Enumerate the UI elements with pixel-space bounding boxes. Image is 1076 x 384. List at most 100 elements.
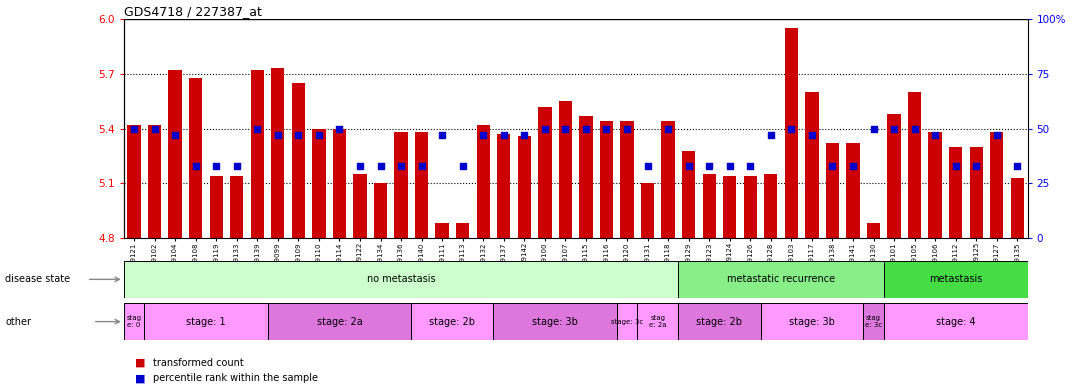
Bar — [456, 223, 469, 238]
Point — [556, 126, 574, 132]
Text: stage: 2a: stage: 2a — [316, 316, 363, 327]
Text: metastasis: metastasis — [929, 274, 982, 285]
Point — [310, 132, 327, 138]
Point — [475, 132, 492, 138]
Bar — [761, 303, 863, 340]
Bar — [251, 70, 264, 238]
Point — [269, 132, 286, 138]
Bar — [353, 174, 367, 238]
Bar — [888, 114, 901, 238]
Text: other: other — [5, 316, 31, 327]
Point — [434, 132, 451, 138]
Point — [413, 163, 430, 169]
Bar — [847, 143, 860, 238]
Text: disease state: disease state — [5, 274, 71, 285]
Bar — [682, 151, 695, 238]
Bar — [863, 303, 883, 340]
Bar — [621, 121, 634, 238]
Point — [578, 126, 595, 132]
Point — [352, 163, 369, 169]
Bar — [169, 70, 182, 238]
Bar — [723, 176, 736, 238]
Bar — [415, 132, 428, 238]
Text: stage: 2b: stage: 2b — [696, 316, 742, 327]
Bar — [678, 303, 761, 340]
Bar — [292, 83, 305, 238]
Point — [926, 132, 944, 138]
Bar — [908, 92, 921, 238]
Point — [741, 163, 759, 169]
Point — [598, 126, 615, 132]
Bar — [127, 125, 141, 238]
Point — [886, 126, 903, 132]
Bar — [373, 184, 387, 238]
Bar — [617, 303, 637, 340]
Bar — [805, 92, 819, 238]
Point — [126, 126, 143, 132]
Bar — [883, 261, 1028, 298]
Point — [330, 126, 348, 132]
Point — [824, 163, 841, 169]
Point — [187, 163, 204, 169]
Bar — [436, 223, 449, 238]
Point — [372, 163, 390, 169]
Bar — [662, 121, 675, 238]
Bar — [744, 176, 756, 238]
Point — [536, 126, 553, 132]
Bar — [230, 176, 243, 238]
Point — [947, 163, 964, 169]
Bar — [477, 125, 490, 238]
Bar — [784, 28, 798, 238]
Point — [639, 163, 656, 169]
Point — [906, 126, 923, 132]
Point — [700, 163, 718, 169]
Bar — [1010, 178, 1024, 238]
Bar — [411, 303, 494, 340]
Bar — [538, 107, 552, 238]
Text: stage: 3b: stage: 3b — [533, 316, 578, 327]
Point — [249, 126, 266, 132]
Bar — [558, 101, 572, 238]
Bar — [703, 174, 716, 238]
Text: stage: 4: stage: 4 — [936, 316, 976, 327]
Bar — [949, 147, 962, 238]
Point — [845, 163, 862, 169]
Bar — [969, 147, 982, 238]
Bar — [764, 174, 778, 238]
Point — [454, 163, 471, 169]
Text: stage: 2b: stage: 2b — [429, 316, 476, 327]
Bar — [990, 132, 1004, 238]
Point — [660, 126, 677, 132]
Bar — [641, 184, 654, 238]
Bar — [210, 176, 223, 238]
Bar — [518, 136, 530, 238]
Bar — [147, 125, 161, 238]
Bar — [271, 68, 284, 238]
Bar — [395, 132, 408, 238]
Text: stage: 1: stage: 1 — [186, 316, 226, 327]
Point — [208, 163, 225, 169]
Text: transformed count: transformed count — [153, 358, 243, 368]
Bar — [929, 132, 942, 238]
Text: stag
e: 0: stag e: 0 — [127, 315, 142, 328]
Point — [721, 163, 738, 169]
Bar — [144, 303, 268, 340]
Bar — [579, 116, 593, 238]
Bar — [268, 303, 411, 340]
Bar — [494, 303, 617, 340]
Point — [782, 126, 799, 132]
Text: stage: 3b: stage: 3b — [789, 316, 835, 327]
Bar — [599, 121, 613, 238]
Point — [167, 132, 184, 138]
Bar — [124, 261, 678, 298]
Text: metastatic recurrence: metastatic recurrence — [727, 274, 835, 285]
Point — [228, 163, 245, 169]
Point — [393, 163, 410, 169]
Point — [762, 132, 779, 138]
Bar — [637, 303, 678, 340]
Text: ■: ■ — [134, 373, 145, 383]
Point — [289, 132, 307, 138]
Point — [495, 132, 512, 138]
Text: no metastasis: no metastasis — [367, 274, 436, 285]
Text: ■: ■ — [134, 358, 145, 368]
